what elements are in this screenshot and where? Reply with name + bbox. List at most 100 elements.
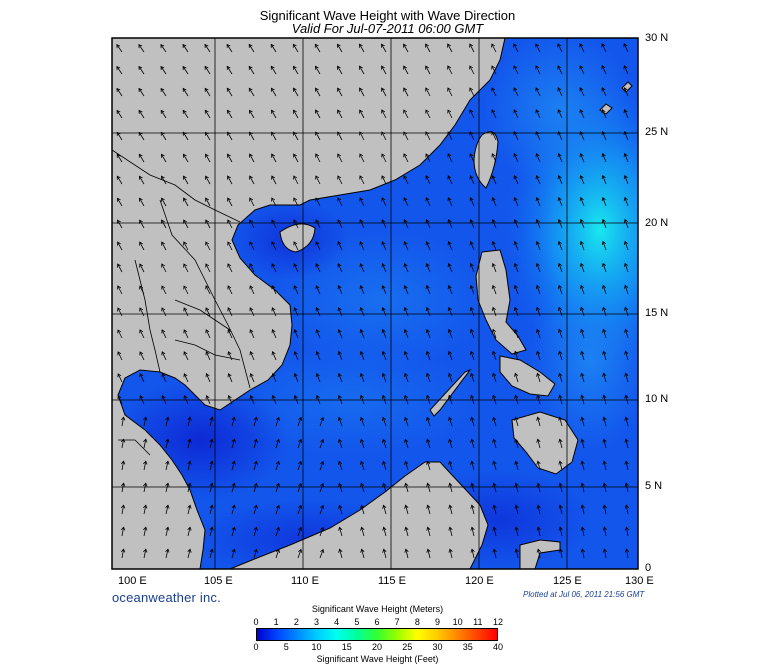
wave-arrow [359, 131, 365, 141]
wave-arrow [447, 87, 453, 97]
wave-arrow-head [293, 350, 298, 356]
wave-arrow [557, 87, 563, 97]
wave-arrow-head [205, 285, 210, 290]
wave-arrow [513, 87, 519, 97]
wave-arrow [603, 351, 607, 361]
wave-arrow-head [320, 504, 325, 510]
wave-arrow-head [360, 526, 365, 531]
wave-arrow [319, 527, 324, 537]
wave-arrow-head [514, 504, 519, 509]
wave-arrow [205, 329, 211, 339]
wave-arrow-head [248, 109, 253, 114]
wave-arrow [537, 483, 541, 493]
wave-arrow-head [536, 548, 541, 553]
wave-arrow-head [535, 43, 540, 48]
wave-arrow [471, 527, 475, 537]
wave-arrow-head [381, 350, 386, 356]
wave-arrow [294, 373, 299, 383]
wave-arrow-head [536, 526, 541, 531]
wave-arrow [513, 153, 519, 163]
wave-arrow-head [403, 65, 407, 70]
wave-arrow [293, 175, 299, 185]
wave-arrow-head [513, 65, 518, 70]
wave-arrow-head [535, 87, 540, 92]
wave-arrow [161, 307, 167, 317]
wave-arrow-head [116, 131, 121, 136]
wave-arrow-head [293, 307, 298, 312]
map-frame [111, 37, 639, 570]
wave-height-shading [530, 270, 638, 450]
wave-arrow [625, 483, 629, 493]
wave-arrow [426, 417, 431, 427]
wave-arrow [359, 241, 365, 251]
wave-arrow-head [382, 548, 387, 553]
wave-arrow [580, 241, 585, 251]
land-mainland-asia [112, 38, 506, 569]
wave-arrow-head [139, 307, 144, 312]
wave-arrow [253, 505, 257, 515]
wave-arrow-head [293, 285, 298, 290]
wave-arrow [271, 241, 277, 251]
wave-arrow-head [579, 174, 584, 180]
wave-arrow [447, 153, 453, 163]
wave-arrow-head [336, 43, 341, 48]
wave-arrow-head [492, 372, 497, 377]
wave-arrow [426, 373, 431, 383]
wave-arrow-head [535, 240, 540, 246]
wave-arrow-head [513, 306, 518, 311]
wave-arrow-head [558, 350, 563, 355]
wave-arrow [381, 197, 387, 207]
wave-arrow-head [514, 394, 519, 399]
wave-arrow-head [557, 262, 562, 268]
wave-arrow-head [165, 526, 170, 531]
wave-arrow-head [116, 87, 121, 93]
wave-arrow [513, 131, 519, 141]
wave-arrow [339, 505, 343, 515]
colorbar-meter-tick: 4 [334, 617, 340, 627]
wave-arrow-head [249, 219, 254, 224]
wave-arrow [625, 461, 629, 471]
wave-arrow-head [253, 526, 258, 531]
wave-arrow-head [139, 219, 143, 224]
wave-arrow-head [161, 241, 165, 246]
wave-arrow [337, 241, 343, 251]
wave-arrow-head [425, 372, 430, 377]
lat-label-5n: 5 N [645, 480, 663, 492]
wave-arrow-head [227, 263, 232, 268]
wave-arrow [205, 132, 211, 141]
wave-arrow-head [226, 65, 231, 70]
wave-arrow-head [492, 416, 497, 421]
wave-arrow [360, 307, 365, 317]
wave-arrow [249, 285, 255, 295]
wave-arrow-head [470, 416, 475, 421]
wave-arrow-head [470, 460, 475, 465]
wave-arrow-head [121, 548, 126, 553]
wave-arrow [315, 131, 321, 141]
wave-arrow-head [403, 43, 407, 48]
wave-arrow [514, 219, 519, 229]
wave-arrow [557, 65, 563, 75]
wave-arrow [427, 505, 431, 515]
wave-arrow-head [183, 175, 187, 180]
wave-arrow [425, 197, 431, 207]
colorbar-meter-tick: 5 [354, 617, 360, 627]
wave-arrow [165, 549, 169, 559]
wave-arrow [624, 307, 629, 317]
wave-arrow-head [579, 152, 584, 158]
wave-arrow-head [602, 350, 607, 355]
wave-arrow [160, 66, 167, 75]
wave-arrow-head [337, 284, 342, 290]
colorbar-meter-tick: 10 [452, 617, 463, 627]
wave-arrow [360, 351, 365, 361]
wave-arrow-head [337, 153, 342, 158]
wave-arrow-head [205, 175, 209, 180]
wave-arrow [382, 285, 387, 295]
wave-arrow [513, 109, 519, 119]
wave-arrow-head [143, 482, 148, 487]
wave-arrow-head [275, 504, 280, 509]
wave-arrow-head [381, 394, 386, 399]
wave-arrow-head [557, 152, 562, 158]
wave-arrow [492, 307, 497, 317]
wave-arrow [559, 417, 563, 427]
wave-arrow [143, 461, 147, 471]
